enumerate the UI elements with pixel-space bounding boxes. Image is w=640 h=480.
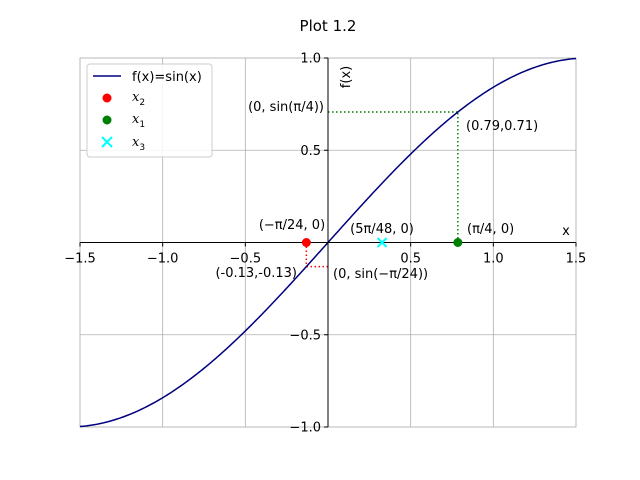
legend-label-x1: x1 xyxy=(132,112,145,130)
x-tick-label: 1.5 xyxy=(566,252,587,267)
y-tick-label: 0.5 xyxy=(300,144,321,159)
legend-dot-x2 xyxy=(102,93,112,103)
chart-title: Plot 1.2 xyxy=(300,17,357,35)
y-tick-label: −1.0 xyxy=(289,421,321,436)
legend-dot-x1 xyxy=(102,115,112,125)
legend: f(x)=sin(x) x2 x1 x3 xyxy=(86,63,213,158)
legend-box xyxy=(86,63,213,158)
legend-label-curve: f(x)=sin(x) xyxy=(132,70,202,85)
x-tick-label: 0.5 xyxy=(400,252,421,267)
x3-point-annotation: (5π/48, 0) xyxy=(350,222,414,237)
marker-x3 xyxy=(376,237,388,248)
legend-label-x3: x3 xyxy=(132,135,145,153)
legend-label-x2: x2 xyxy=(132,90,145,108)
y-tick-label: 1.0 xyxy=(300,52,321,67)
x-axis-label: x xyxy=(562,224,570,239)
x1-yaxis-annotation: (0, sin(π/4)) xyxy=(248,100,324,115)
axis-ticks: −1.5 −1.0 −0.5 0.5 1.0 1.5 −1.0 −0.5 0.5 1.0 xyxy=(64,52,586,436)
x-tick-label: −1.5 xyxy=(64,252,96,267)
marker-x2 xyxy=(301,238,311,247)
x2-point-annotation: (−π/24, 0) xyxy=(259,218,325,233)
x2-yaxis-annotation: (0, sin(−π/24)) xyxy=(333,267,428,282)
x1-value-annotation: (0.79,0.71) xyxy=(466,119,538,134)
y-tick-label: −0.5 xyxy=(289,328,321,343)
y-axis-label: f(x) xyxy=(339,66,354,88)
x-tick-label: 1.0 xyxy=(483,252,504,267)
x-tick-label: −0.5 xyxy=(230,252,262,267)
x1-point-annotation: (π/4, 0) xyxy=(467,222,514,237)
x-tick-label: −1.0 xyxy=(147,252,179,267)
legend-cross-x3 xyxy=(101,136,113,148)
point-markers xyxy=(301,237,463,248)
marker-cross-stroke xyxy=(376,237,388,248)
marker-x1 xyxy=(453,238,463,247)
x2-value-annotation: (-0.13,-0.13) xyxy=(215,266,297,281)
